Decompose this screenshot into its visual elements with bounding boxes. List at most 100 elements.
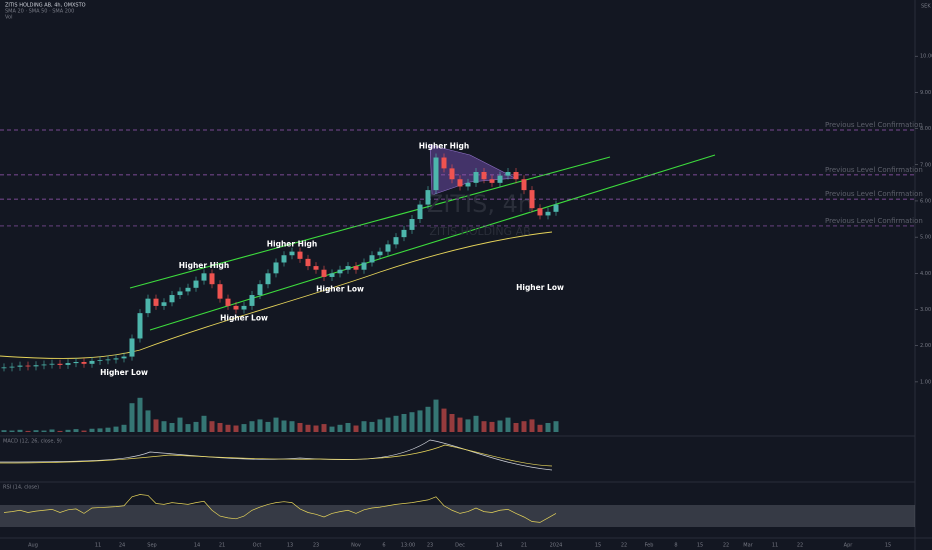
volume-bar xyxy=(305,424,311,432)
x-tick-label: 11 xyxy=(95,543,101,549)
volume-bar xyxy=(201,415,207,432)
candle-body xyxy=(217,284,223,299)
volume-bar xyxy=(217,423,223,432)
volume-bar xyxy=(345,423,351,432)
volume-bar xyxy=(273,417,279,432)
candle-body xyxy=(161,302,167,306)
volume-bar xyxy=(465,419,471,432)
header-subtitle: SMA 20 · SMA 50 · SMA 200 xyxy=(5,9,74,15)
volume-bar xyxy=(17,429,23,432)
x-tick-label: Apr xyxy=(844,543,854,549)
x-tick-label: 22 xyxy=(723,543,729,549)
volume-bar xyxy=(369,421,375,432)
candle-body xyxy=(153,298,159,306)
y-tick-label: 1.00 xyxy=(920,379,931,385)
level-label: Previous Level Confirmation xyxy=(825,190,923,198)
candle-body xyxy=(193,280,199,288)
volume-bar xyxy=(193,421,199,432)
volume-bar xyxy=(137,397,143,432)
annotation: Higher High xyxy=(179,261,230,270)
candle-body xyxy=(137,313,143,339)
annotation: Higher High xyxy=(267,239,318,248)
candle-body xyxy=(249,295,255,306)
candle-body xyxy=(425,190,431,205)
volume-bar xyxy=(425,406,431,432)
candle-body xyxy=(297,251,303,259)
candle-body xyxy=(41,364,47,366)
x-tick-label: 8 xyxy=(674,543,677,549)
candle-body xyxy=(145,298,151,314)
rsi-line xyxy=(3,494,557,523)
y-tick-label: 8.00 xyxy=(920,126,931,132)
volume-bar xyxy=(73,429,79,432)
volume-bar xyxy=(209,421,215,432)
volume-bar xyxy=(161,421,167,432)
volume-bar xyxy=(473,415,479,432)
x-tick-label: 21 xyxy=(219,543,225,549)
x-tick-label: 22 xyxy=(797,543,803,549)
candle-body xyxy=(233,305,239,310)
candle-body xyxy=(113,358,119,360)
candle-body xyxy=(345,266,351,270)
volume-bar xyxy=(257,419,263,432)
candle-body xyxy=(129,338,135,357)
volume-bar xyxy=(265,421,271,432)
annotation: Higher Low xyxy=(100,368,148,377)
candle-body xyxy=(489,179,495,183)
candle-body xyxy=(81,362,87,364)
y-tick-label: 7.00 xyxy=(920,162,931,168)
volume-bar xyxy=(65,429,71,432)
volume-bar xyxy=(521,421,527,432)
y-tick-label: 5.00 xyxy=(920,235,931,241)
candle-body xyxy=(1,367,7,369)
x-tick-label: 22 xyxy=(621,543,627,549)
candle-body xyxy=(57,363,63,365)
candle-body xyxy=(553,204,559,212)
x-tick-label: 21 xyxy=(521,543,527,549)
volume-bar xyxy=(9,430,15,432)
x-tick-label: 15 xyxy=(885,543,891,549)
y-tick-label: 9.00 xyxy=(920,90,931,96)
level-label: Previous Level Confirmation xyxy=(825,166,923,174)
volume-bar xyxy=(297,423,303,432)
volume-bar xyxy=(241,424,247,432)
volume-bar xyxy=(353,425,359,432)
candle-body xyxy=(241,305,247,310)
volume-bar xyxy=(313,425,319,432)
volume-bar xyxy=(145,410,151,432)
x-tick-label: 15 xyxy=(595,543,601,549)
x-tick-label: 15 xyxy=(697,543,703,549)
volume-bar xyxy=(41,430,47,432)
volume-bar xyxy=(377,419,383,432)
x-tick-label: Sep xyxy=(147,543,156,549)
annotation: Higher High xyxy=(419,142,470,151)
candle-body xyxy=(305,258,311,267)
x-tick-label: 13:00 xyxy=(401,543,415,549)
candle-body xyxy=(9,366,15,368)
candle-body xyxy=(337,269,343,274)
volume-bar xyxy=(329,426,335,432)
x-tick-label: 14 xyxy=(496,543,502,549)
candle-body xyxy=(465,182,471,187)
x-tick-label: 24 xyxy=(119,543,125,549)
volume-bar xyxy=(225,424,231,432)
candle-body xyxy=(313,266,319,270)
volume-bar xyxy=(321,424,327,432)
candle-body xyxy=(17,365,23,367)
channel-upper xyxy=(129,156,611,289)
x-tick-label: Dec xyxy=(455,543,465,549)
x-tick-label: Mar xyxy=(743,543,753,549)
y-tick-label: 3.00 xyxy=(920,307,931,313)
volume-bar xyxy=(481,421,487,432)
moving-average xyxy=(0,231,553,359)
volume-bar xyxy=(289,421,295,432)
volume-bar xyxy=(81,430,87,432)
volume-bar xyxy=(441,408,447,432)
volume-bar xyxy=(489,421,495,432)
x-tick-label: 2024 xyxy=(550,543,563,549)
y-tick-label: 4.00 xyxy=(920,271,931,277)
x-tick-label: 23 xyxy=(313,543,319,549)
x-tick-label: 11 xyxy=(772,543,778,549)
volume-bar xyxy=(433,399,439,432)
